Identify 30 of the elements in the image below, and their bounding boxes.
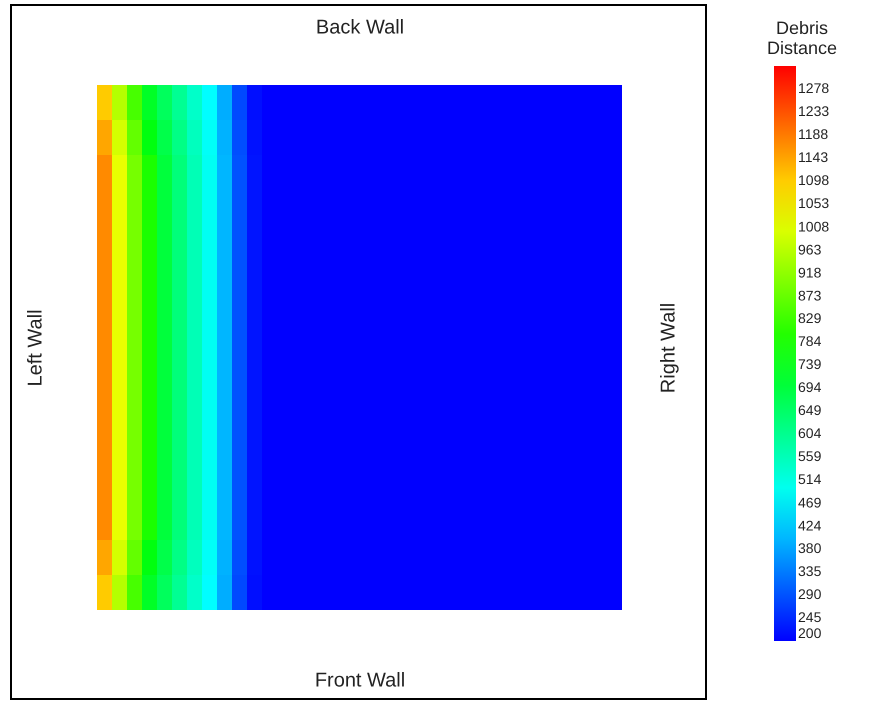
x-axis-title: Front Wall (314, 670, 406, 692)
color-bar-label: 694 (798, 379, 822, 396)
color-bar-label: 290 (798, 586, 822, 602)
color-bar-label: 1278 (798, 80, 830, 96)
y2-axis-title: Right Wall (658, 302, 680, 394)
color-bar-label: 918 (798, 264, 822, 280)
color-bar-label: 963 (798, 241, 822, 258)
color-bar-label: 784 (798, 332, 822, 349)
color-bar-label: 1008 (798, 218, 830, 234)
color-bar-label: 739 (798, 356, 822, 372)
color-bar-label: 559 (798, 448, 822, 464)
color-bar-label: 200 (798, 625, 822, 641)
color-bar-label: 1098 (798, 172, 830, 188)
color-bar-label: 335 (798, 562, 822, 579)
color-bar-label: 424 (798, 517, 822, 534)
color-bar-label: 873 (798, 287, 822, 304)
color-bar-label: 1233 (798, 103, 830, 120)
color-bar-label: 1143 (798, 149, 828, 166)
color-bar-label: 829 (798, 310, 822, 326)
color-bar-label: 469 (798, 494, 822, 510)
y-axis-title: Left Wall (24, 309, 46, 387)
color-bar-label: 1053 (798, 195, 830, 212)
color-bar-label: 245 (798, 608, 822, 625)
color-bar-label: 604 (798, 425, 822, 442)
color-bar-label: 1188 (798, 126, 828, 142)
color-bar-label: 514 (798, 471, 822, 488)
chart-title: Back Wall (316, 16, 404, 38)
color-bar-title: Debris Distance (766, 18, 838, 58)
color-bar-label: 649 (798, 402, 822, 418)
color-bar-label: 380 (798, 540, 822, 556)
